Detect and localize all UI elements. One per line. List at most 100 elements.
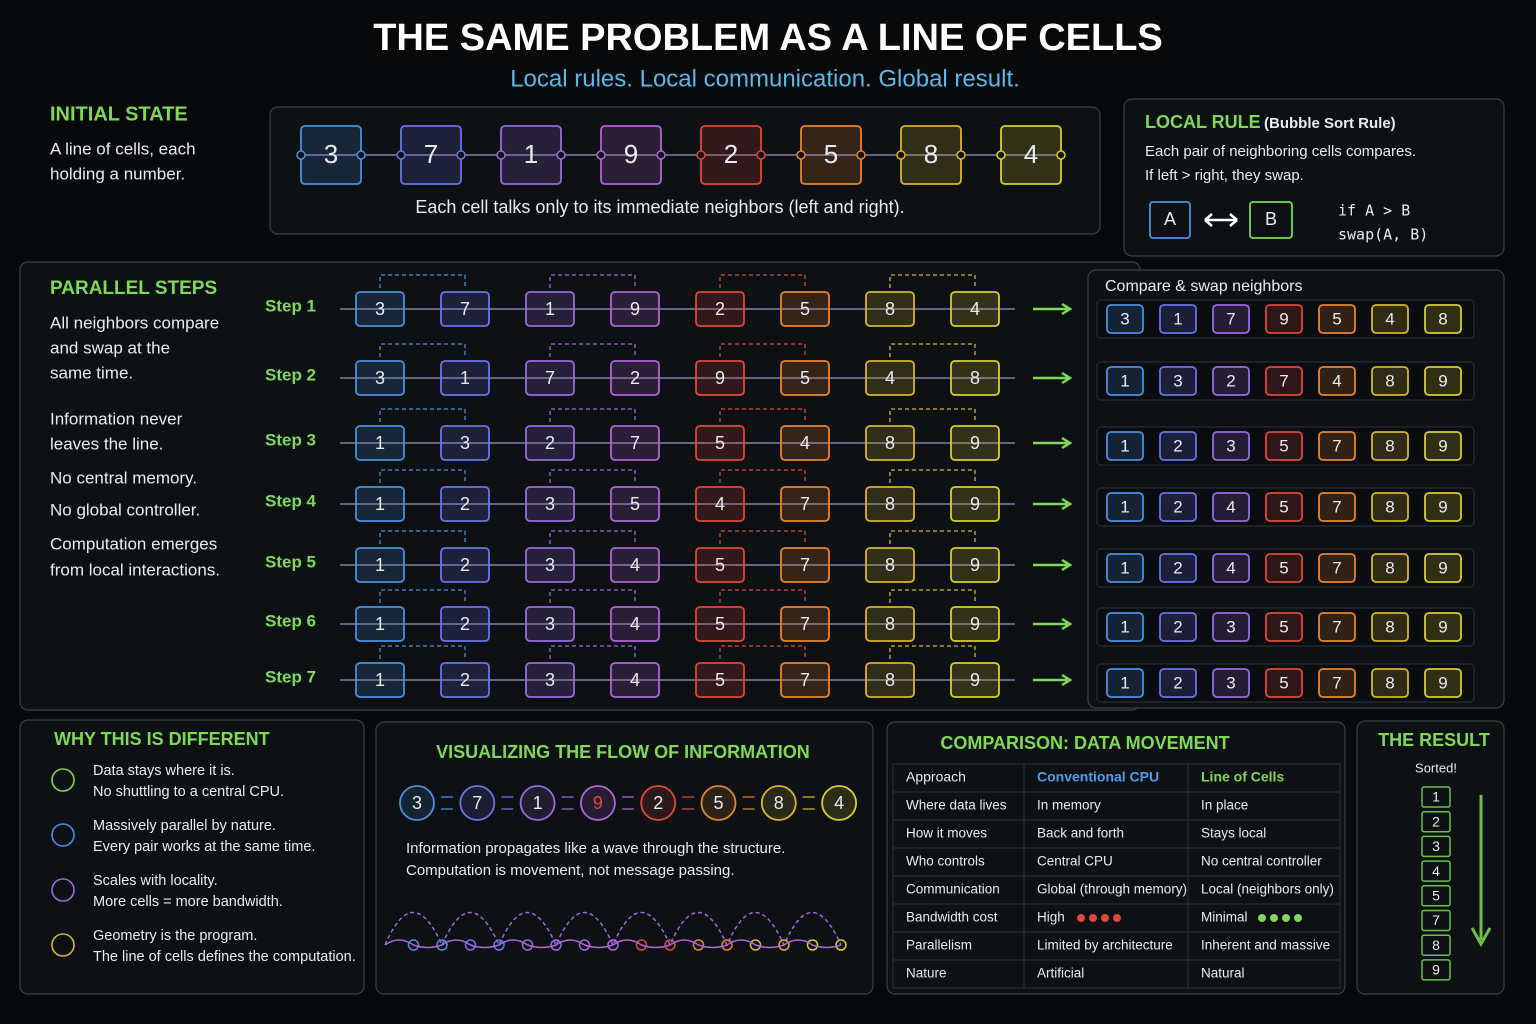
connector-node [856, 150, 866, 160]
result-value: 4 [1432, 863, 1440, 879]
flow-value: 1 [533, 793, 543, 813]
table-cell: Who controls [906, 854, 985, 869]
cell-box [1371, 366, 1409, 396]
cell-value: 1 [1120, 558, 1129, 577]
cell-box [1212, 612, 1250, 642]
cell-value: 4 [1385, 309, 1394, 328]
result-box [1421, 786, 1451, 808]
result-value: 5 [1432, 888, 1440, 904]
cell-box [1159, 366, 1197, 396]
cell-box [950, 291, 1000, 327]
flow-node [700, 785, 737, 821]
section-heading: INITIAL STATE [50, 103, 188, 125]
cell-box [1212, 304, 1250, 334]
flow-node [821, 785, 857, 821]
cell-box [695, 662, 745, 698]
row-box [1096, 607, 1475, 647]
cell-value: 4 [885, 368, 895, 388]
cell-value: 9 [1279, 309, 1288, 328]
flow-value: 4 [834, 793, 844, 813]
cell-value: 9 [1438, 497, 1447, 516]
result-box [1421, 959, 1451, 981]
cell-value: 8 [924, 139, 938, 169]
table-cell: Stays local [1201, 826, 1266, 841]
cell-box [1371, 553, 1409, 583]
flow-arrow [621, 796, 634, 810]
wave-node [578, 939, 591, 951]
flow-node [760, 785, 797, 821]
flow-value: 5 [713, 793, 723, 813]
table-cell: In memory [1037, 798, 1101, 813]
description: No central memory. [50, 468, 197, 487]
cell-box [1159, 553, 1197, 583]
row-box [1096, 426, 1475, 466]
flow-arrow [1033, 302, 1073, 316]
cell-value: 7 [800, 555, 810, 575]
cell-value: 3 [1173, 371, 1182, 390]
result-value: 2 [1432, 813, 1440, 829]
cell-box [865, 291, 915, 327]
cell-box [440, 606, 490, 642]
cell-box [355, 360, 405, 396]
cell-box [950, 547, 1000, 583]
table-cell: Parallelism [906, 938, 972, 953]
result-value: 1 [1432, 789, 1440, 805]
wave-node [493, 939, 505, 951]
cell-box [1371, 492, 1409, 522]
wave-node [692, 939, 705, 951]
description: A line of cells, each [50, 139, 196, 158]
cell-box [355, 291, 405, 327]
cell-value: 8 [885, 614, 895, 634]
item-text: Every pair works at the same time. [93, 839, 315, 855]
cell-value: 1 [375, 433, 385, 453]
cell-value: 3 [545, 494, 555, 514]
flow-arrow [1033, 673, 1073, 687]
cell-box [1265, 366, 1303, 396]
cell-value: 4 [630, 555, 640, 575]
cell-box [950, 425, 1000, 461]
cell-box [525, 291, 575, 327]
cell-value: 5 [800, 368, 810, 388]
cell-value: 5 [800, 299, 810, 319]
cell-box [1424, 612, 1462, 642]
row-box [1096, 487, 1475, 527]
result-box [1421, 835, 1451, 858]
cell-box [950, 606, 1000, 642]
cell-value: 8 [1385, 617, 1394, 636]
level-dot [1294, 914, 1302, 922]
item-title: Scales with locality. [93, 873, 218, 889]
cell-box [1424, 492, 1462, 522]
cell-value: 8 [1385, 371, 1394, 390]
cell-value: 3 [375, 368, 385, 388]
cell-value: 2 [1173, 673, 1182, 692]
cell-box [1212, 553, 1250, 583]
wave [384, 912, 842, 947]
cell-box [780, 425, 830, 461]
cell-b: B [1265, 209, 1277, 229]
cell-value: 8 [1438, 309, 1447, 328]
cell-value: 2 [1173, 617, 1182, 636]
cell-value: 2 [724, 139, 738, 169]
flow-node [519, 785, 556, 821]
table-cell: Natural [1201, 966, 1245, 981]
cell-value: 3 [1120, 309, 1129, 328]
row-box [1096, 361, 1475, 401]
cell-box [355, 606, 405, 642]
cell-value: 1 [545, 299, 555, 319]
table-header: Line of Cells [1201, 769, 1284, 785]
description: Computation emerges [50, 534, 217, 553]
wave-node [635, 939, 648, 951]
cell-box [1424, 553, 1462, 583]
cell-box [1424, 304, 1462, 334]
result-value: 9 [1432, 962, 1440, 978]
wave-node [721, 939, 733, 951]
cell-box [525, 360, 575, 396]
title: THE SAME PROBLEM AS A LINE OF CELLS [373, 17, 1163, 59]
cell-value: 8 [1385, 436, 1394, 455]
result-value: 8 [1432, 937, 1440, 953]
row-box [1096, 663, 1475, 703]
connector-node [496, 150, 506, 160]
cell-box [695, 360, 745, 396]
cell-value: 2 [1173, 436, 1182, 455]
cell-value: 7 [800, 670, 810, 690]
